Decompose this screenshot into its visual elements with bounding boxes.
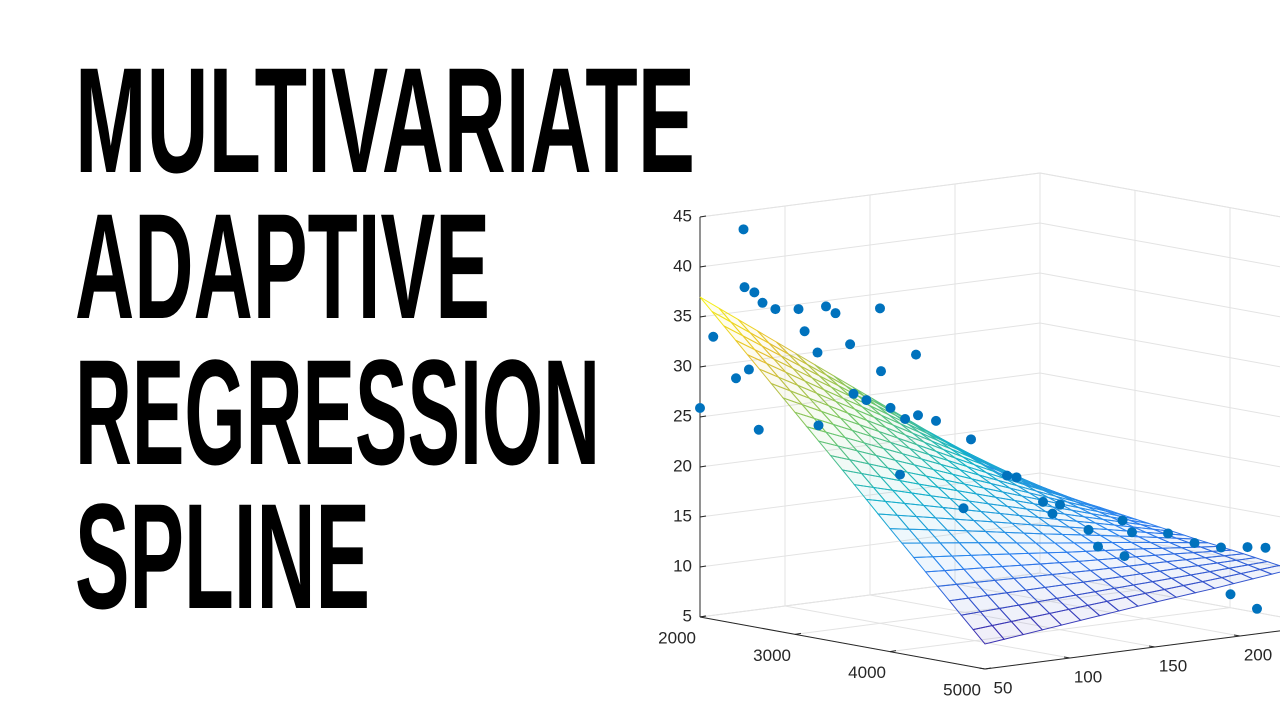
tick-mark — [699, 315, 707, 318]
z-tick-label: 20 — [673, 456, 692, 475]
data-point — [848, 388, 859, 399]
data-point — [958, 503, 969, 514]
tick-mark — [699, 465, 707, 468]
grid-line — [954, 583, 1241, 637]
tick-mark — [699, 365, 707, 368]
tick-mark — [699, 615, 707, 618]
data-point — [895, 469, 905, 480]
data-point — [757, 297, 768, 308]
y-tick-label: 150 — [1159, 656, 1187, 675]
grid-line — [1039, 272, 1280, 318]
tick-mark — [984, 667, 992, 670]
data-point — [793, 304, 804, 315]
data-point — [885, 402, 896, 413]
y-tick-label: 100 — [1074, 667, 1102, 686]
data-point — [1038, 496, 1048, 507]
data-point — [731, 373, 741, 384]
data-point — [1117, 515, 1128, 526]
tick-mark — [794, 632, 802, 635]
x-tick-label: 2000 — [658, 628, 696, 647]
data-point — [900, 413, 911, 424]
z-tick-label: 25 — [673, 406, 692, 425]
data-point — [1011, 472, 1022, 483]
grid-line — [1039, 322, 1280, 368]
grid-line — [1039, 172, 1280, 218]
z-tick-label: 35 — [673, 306, 692, 325]
data-point — [813, 420, 824, 431]
data-point — [931, 415, 941, 426]
x-tick-label: 4000 — [848, 663, 886, 682]
tick-mark — [1233, 634, 1241, 637]
tick-mark — [1148, 645, 1156, 648]
title-line: SPLINE — [75, 472, 370, 640]
data-point — [738, 224, 749, 235]
data-point — [911, 349, 921, 360]
z-tick-label: 5 — [683, 606, 692, 625]
data-point — [812, 347, 823, 358]
tick-mark — [699, 515, 707, 518]
data-point — [799, 326, 810, 337]
data-point — [749, 287, 760, 298]
data-point — [830, 308, 841, 319]
data-point — [1002, 470, 1012, 481]
tick-mark — [1063, 656, 1071, 659]
data-point — [695, 403, 705, 413]
x-tick-label: 3000 — [753, 646, 791, 665]
data-point — [845, 339, 856, 350]
x-axis — [699, 616, 986, 670]
data-point — [753, 424, 764, 435]
grid-line — [699, 572, 1041, 618]
tick-mark — [699, 415, 707, 418]
grid-line — [784, 605, 1071, 659]
data-point — [739, 282, 750, 293]
data-point — [1093, 541, 1103, 552]
x-tick-label: 5000 — [943, 680, 981, 699]
data-point — [1163, 528, 1173, 539]
title-line: ADAPTIVE — [75, 182, 490, 350]
data-point — [1225, 589, 1236, 600]
data-point — [1216, 542, 1226, 553]
title-line: MULTIVARIATE — [75, 36, 695, 204]
data-point — [1252, 603, 1262, 614]
data-point — [876, 366, 886, 377]
data-point — [1242, 542, 1253, 553]
data-point — [875, 303, 885, 314]
data-point — [1083, 524, 1094, 535]
y-tick-label: 200 — [1244, 645, 1272, 664]
data-point — [966, 434, 976, 445]
tick-mark — [889, 650, 897, 653]
data-point — [1119, 551, 1130, 562]
grid-line — [1039, 422, 1280, 468]
data-point — [861, 395, 872, 406]
tick-mark — [978, 667, 986, 670]
grid-line — [1039, 472, 1280, 518]
grid-line — [1039, 372, 1280, 418]
data-point — [1189, 538, 1200, 548]
data-point — [743, 364, 754, 375]
data-point — [1055, 499, 1065, 510]
data-point — [770, 304, 781, 315]
data-point — [821, 301, 831, 312]
grid-line — [889, 607, 1231, 653]
data-point — [913, 410, 923, 421]
title-line: REGRESSION — [75, 328, 600, 496]
data-point — [1127, 527, 1137, 538]
z-tick-label: 45 — [673, 206, 692, 225]
y-tick-label: 50 — [994, 678, 1013, 697]
tick-mark — [699, 265, 707, 268]
z-tick-label: 40 — [673, 256, 692, 275]
surface-patch — [1258, 564, 1280, 575]
tick-mark — [699, 215, 707, 218]
grid-line — [1039, 222, 1280, 268]
z-tick-label: 30 — [673, 356, 692, 375]
data-point — [1047, 508, 1058, 519]
z-tick-label: 10 — [673, 556, 692, 575]
z-tick-label: 15 — [673, 506, 692, 525]
plot-3d: 5 10 15 20 25 30 35 40 45 2000 3000 4000 5000 50 100 15… — [658, 172, 1280, 699]
data-point — [708, 331, 719, 342]
data-point — [1260, 542, 1271, 553]
tick-mark — [699, 565, 707, 568]
